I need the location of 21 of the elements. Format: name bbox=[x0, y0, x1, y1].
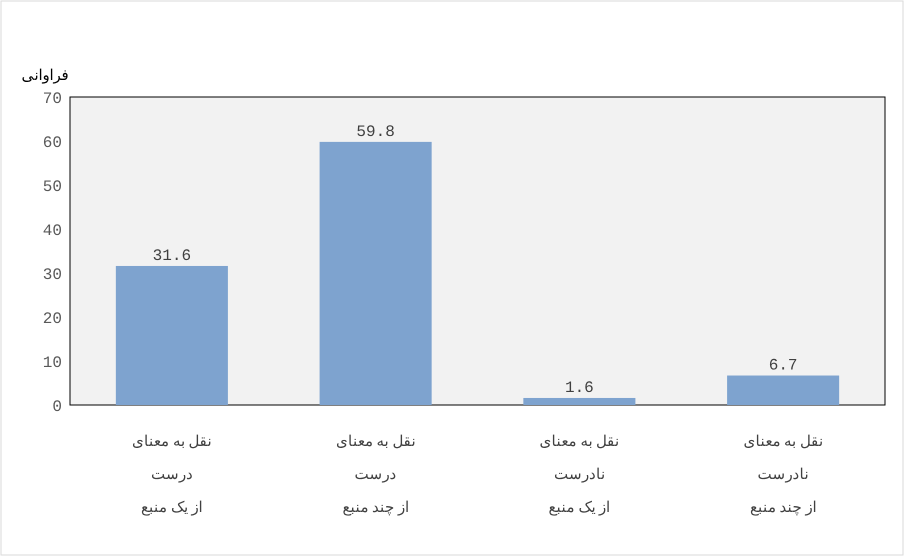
bar bbox=[320, 142, 432, 405]
data-label: 31.6 bbox=[152, 246, 192, 265]
bar bbox=[116, 266, 228, 405]
y-tick-label: 10 bbox=[42, 354, 62, 372]
x-tick-label: نقل به معنای درست از چند منبع bbox=[336, 434, 416, 516]
x-tick-label: نقل به معنای درست از یک منبع bbox=[132, 434, 212, 516]
data-label: 6.7 bbox=[768, 356, 798, 375]
data-label: 59.8 bbox=[356, 122, 395, 141]
y-tick-label: 60 bbox=[42, 134, 62, 152]
y-axis-title: فراوانی bbox=[22, 68, 68, 84]
data-label: 1.6 bbox=[564, 378, 594, 397]
y-tick-label: 20 bbox=[42, 310, 62, 328]
x-tick-label: نقل به معنای نادرست از چند منبع bbox=[743, 434, 823, 516]
y-tick-label: 0 bbox=[52, 398, 62, 416]
x-tick-label: نقل به معنای نادرست از یک منبع bbox=[540, 434, 620, 516]
bar bbox=[523, 398, 636, 405]
y-tick-label: 50 bbox=[42, 178, 62, 196]
y-tick-label: 30 bbox=[42, 266, 62, 284]
y-tick-label: 70 bbox=[42, 90, 62, 108]
bar bbox=[727, 376, 840, 405]
y-tick-label: 40 bbox=[42, 222, 62, 240]
